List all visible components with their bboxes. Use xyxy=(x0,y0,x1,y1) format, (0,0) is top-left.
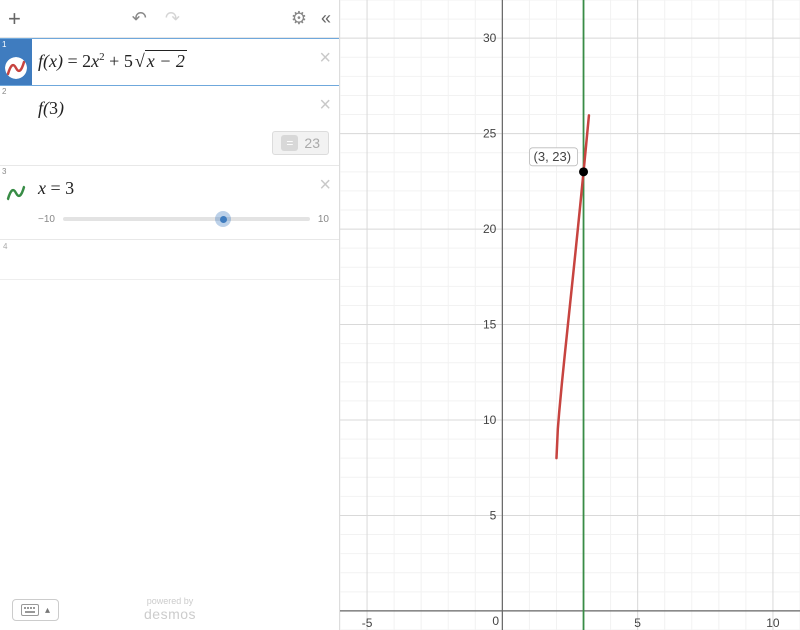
svg-text:10: 10 xyxy=(766,616,780,630)
expression-latex[interactable]: f(x) = 2x2 + 5√x − 2 xyxy=(32,39,339,84)
function-curve-icon xyxy=(5,182,27,204)
expression-latex[interactable]: x = 3 xyxy=(32,166,339,211)
expression-row[interactable]: 1 f(x) = 2x2 + 5√x − 2 × xyxy=(0,38,339,86)
svg-text:15: 15 xyxy=(483,318,497,332)
keyboard-toggle-button[interactable]: ▴ xyxy=(12,599,59,621)
expression-index: 1 xyxy=(2,40,6,49)
collapse-sidebar-button[interactable]: « xyxy=(321,8,331,29)
svg-text:5: 5 xyxy=(634,616,641,630)
svg-text:25: 25 xyxy=(483,127,497,141)
slider-min: −10 xyxy=(38,214,55,225)
equals-badge: = xyxy=(281,135,298,151)
sidebar-footer: ▴ powered by desmos xyxy=(0,590,339,630)
expression-list: 1 f(x) = 2x2 + 5√x − 2 × 2 xyxy=(0,38,339,590)
svg-text:20: 20 xyxy=(483,222,497,236)
expression-icon-cell[interactable]: 2 xyxy=(0,86,32,128)
expression-index: 3 xyxy=(2,167,6,176)
variable-slider[interactable]: −10 10 xyxy=(0,211,339,239)
svg-text:10: 10 xyxy=(483,413,497,427)
empty-expression-row[interactable]: 4 xyxy=(0,240,339,280)
keyboard-icon xyxy=(21,604,39,616)
slider-track[interactable] xyxy=(63,211,310,227)
settings-button[interactable]: ⚙ xyxy=(291,8,307,29)
undo-button[interactable]: ↶ xyxy=(132,8,147,29)
add-expression-button[interactable]: + xyxy=(8,6,21,32)
expression-result: = 23 xyxy=(272,131,329,155)
expression-index: 2 xyxy=(2,87,6,96)
graph-svg: -5 0 5 10 5 10 15 20 25 30 (3, 23) xyxy=(340,0,800,630)
powered-by: powered by desmos xyxy=(59,597,281,622)
app-root: + ↶ ↷ ⚙ « 1 xyxy=(0,0,800,630)
expression-row[interactable]: 3 x = 3 × −10 xyxy=(0,166,339,240)
svg-text:(3, 23): (3, 23) xyxy=(534,149,572,164)
sidebar-toolbar: + ↶ ↷ ⚙ « xyxy=(0,0,339,38)
slider-max: 10 xyxy=(318,214,329,225)
function-curve-icon xyxy=(5,57,27,79)
expression-icon-cell[interactable]: 1 xyxy=(0,39,32,85)
svg-text:0: 0 xyxy=(492,614,499,628)
delete-expression-button[interactable]: × xyxy=(319,47,331,70)
expression-icon-cell[interactable]: 3 xyxy=(0,166,32,208)
redo-button[interactable]: ↷ xyxy=(165,8,180,29)
expression-latex[interactable]: f(3) xyxy=(32,86,339,131)
svg-text:30: 30 xyxy=(483,31,497,45)
delete-expression-button[interactable]: × xyxy=(319,94,331,117)
slider-thumb-dot xyxy=(220,216,227,223)
delete-expression-button[interactable]: × xyxy=(319,174,331,197)
expression-row[interactable]: 2 f(3) × = 23 xyxy=(0,86,339,166)
expression-index: 4 xyxy=(3,242,7,251)
svg-text:5: 5 xyxy=(490,508,497,522)
graph-canvas[interactable]: -5 0 5 10 5 10 15 20 25 30 (3, 23) xyxy=(340,0,800,630)
result-value: 23 xyxy=(304,135,320,151)
svg-text:-5: -5 xyxy=(362,616,373,630)
expression-sidebar: + ↶ ↷ ⚙ « 1 xyxy=(0,0,340,630)
